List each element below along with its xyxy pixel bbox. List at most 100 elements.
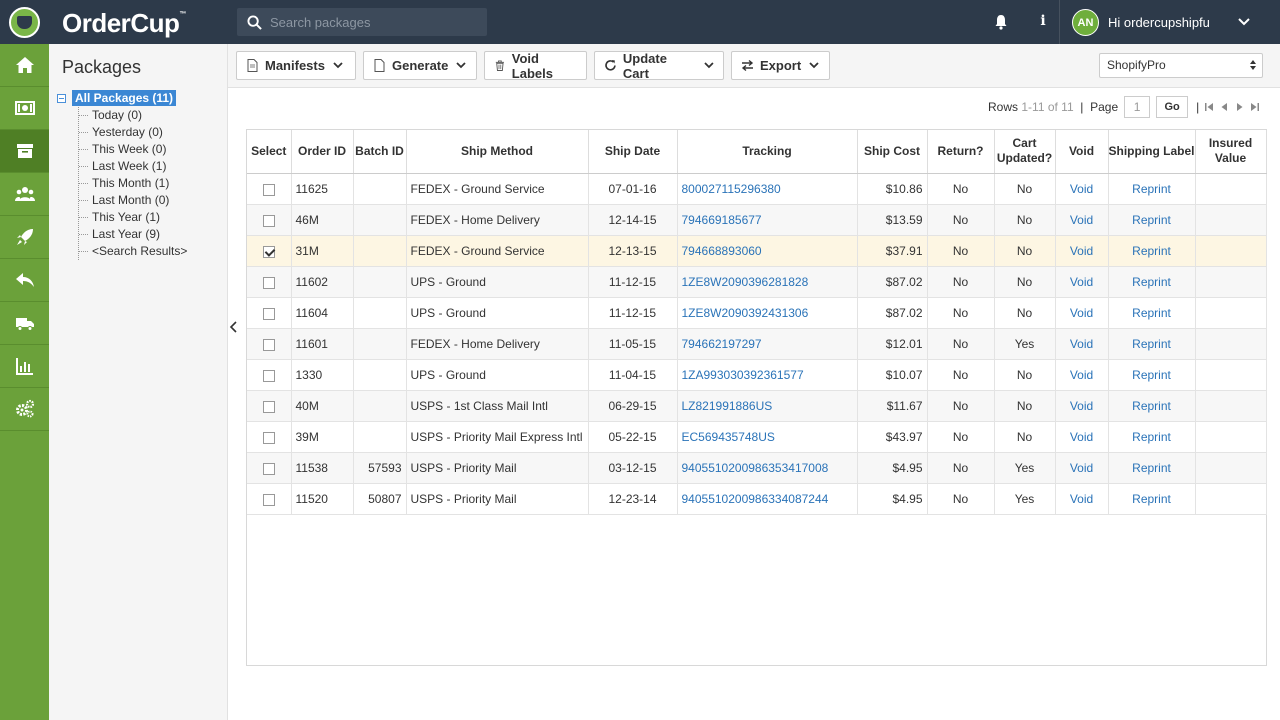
table-row[interactable]: 31M FEDEX - Ground Service 12-13-15 7946688…: [247, 235, 1267, 267]
tracking-link[interactable]: LZ821991886US: [677, 390, 858, 422]
row-checkbox[interactable]: [262, 184, 275, 197]
void-link[interactable]: Void: [1055, 452, 1109, 484]
table-row[interactable]: 46M FEDEX - Home Delivery 12-14-15 79466918…: [247, 204, 1267, 236]
column-header[interactable]: Return?: [927, 130, 995, 174]
nav-settings[interactable]: [0, 388, 49, 431]
row-checkbox[interactable]: [262, 401, 275, 414]
first-page-icon[interactable]: [1205, 102, 1214, 112]
tracking-link[interactable]: 800027115296380: [677, 173, 858, 205]
void-link[interactable]: Void: [1055, 297, 1109, 329]
reprint-link[interactable]: Reprint: [1108, 266, 1196, 298]
nav-customers[interactable]: [0, 173, 49, 216]
nav-returns[interactable]: [0, 259, 49, 302]
tree-item-yesterday[interactable]: Yesterday (0): [79, 124, 187, 141]
tracking-link[interactable]: 1ZE8W2090392431306: [677, 297, 858, 329]
tracking-link[interactable]: 9405510200986353417008: [677, 452, 858, 484]
column-header[interactable]: Tracking: [677, 130, 858, 174]
reprint-link[interactable]: Reprint: [1108, 390, 1196, 422]
last-page-icon[interactable]: [1250, 102, 1260, 112]
tracking-link[interactable]: 794669185677: [677, 204, 858, 236]
tree-item-last-week[interactable]: Last Week (1): [79, 158, 187, 175]
column-header[interactable]: Select: [247, 130, 292, 174]
reprint-link[interactable]: Reprint: [1108, 297, 1196, 329]
row-checkbox[interactable]: [262, 494, 275, 507]
table-row[interactable]: 11625 FEDEX - Ground Service 07-01-16 80002…: [247, 173, 1267, 205]
void-link[interactable]: Void: [1055, 266, 1109, 298]
collapse-icon[interactable]: [57, 93, 66, 103]
store-select[interactable]: ShopifyPro: [1099, 53, 1263, 78]
void-link[interactable]: Void: [1055, 235, 1109, 267]
table-row[interactable]: 11601 FEDEX - Home Delivery 11-05-15 794662…: [247, 328, 1267, 360]
void-link[interactable]: Void: [1055, 390, 1109, 422]
search-input[interactable]: [270, 14, 480, 30]
row-checkbox[interactable]: [262, 432, 275, 445]
prev-page-icon[interactable]: [1220, 102, 1229, 112]
bell-icon[interactable]: [994, 14, 1008, 30]
logo[interactable]: OrderCup™: [0, 0, 228, 44]
column-header[interactable]: Insured Value: [1195, 130, 1267, 174]
void-labels-button[interactable]: Void Labels: [484, 51, 587, 81]
export-button[interactable]: Export: [731, 51, 830, 80]
generate-button[interactable]: Generate: [363, 51, 477, 80]
reprint-link[interactable]: Reprint: [1108, 204, 1196, 236]
nav-billing[interactable]: [0, 87, 49, 130]
tracking-link[interactable]: 794662197297: [677, 328, 858, 360]
void-link[interactable]: Void: [1055, 204, 1109, 236]
column-header[interactable]: Order ID: [291, 130, 354, 174]
table-row[interactable]: 39M USPS - Priority Mail Express Intl 05-2…: [247, 421, 1267, 453]
table-row[interactable]: 11604 UPS - Ground 11-12-15 1ZE8W2090392431…: [247, 297, 1267, 329]
reprint-link[interactable]: Reprint: [1108, 421, 1196, 453]
row-checkbox[interactable]: [262, 215, 275, 228]
tree-root[interactable]: All Packages (11): [57, 90, 177, 106]
row-checkbox[interactable]: [262, 277, 275, 290]
table-row[interactable]: 11538 57593 USPS - Priority Mail 03-12-15 94…: [247, 452, 1267, 484]
nav-home[interactable]: [0, 44, 49, 87]
reprint-link[interactable]: Reprint: [1108, 235, 1196, 267]
tree-item-this-week[interactable]: This Week (0): [79, 141, 187, 158]
column-header[interactable]: Shipping Label: [1108, 130, 1196, 174]
row-checkbox[interactable]: [262, 463, 275, 476]
void-link[interactable]: Void: [1055, 483, 1109, 515]
avatar[interactable]: AN: [1072, 9, 1099, 36]
chevron-down-icon[interactable]: [1238, 18, 1250, 26]
update-cart-button[interactable]: Update Cart: [594, 51, 724, 81]
column-header[interactable]: Ship Method: [406, 130, 589, 174]
void-link[interactable]: Void: [1055, 328, 1109, 360]
tracking-link[interactable]: 1ZE8W2090396281828: [677, 266, 858, 298]
tree-item-last-year[interactable]: Last Year (9): [79, 226, 187, 243]
table-row[interactable]: 1330 UPS - Ground 11-04-15 1ZA9930303923615…: [247, 359, 1267, 391]
tree-item-this-year[interactable]: This Year (1): [79, 209, 187, 226]
tree-item-last-month[interactable]: Last Month (0): [79, 192, 187, 209]
chevron-left-icon[interactable]: [229, 320, 239, 334]
go-button[interactable]: Go: [1156, 96, 1189, 118]
table-row[interactable]: 40M USPS - 1st Class Mail Intl 06-29-15 LZ8…: [247, 390, 1267, 422]
reprint-link[interactable]: Reprint: [1108, 452, 1196, 484]
reprint-link[interactable]: Reprint: [1108, 483, 1196, 515]
column-header[interactable]: Cart Updated?: [994, 130, 1056, 174]
table-row[interactable]: 11520 50807 USPS - Priority Mail 12-23-14 94…: [247, 483, 1267, 515]
row-checkbox[interactable]: [262, 308, 275, 321]
column-header[interactable]: Ship Date: [588, 130, 678, 174]
column-header[interactable]: Batch ID: [353, 130, 407, 174]
tree-item-today[interactable]: Today (0): [79, 107, 187, 124]
manifests-button[interactable]: Manifests: [236, 51, 356, 80]
tree-item-this-month[interactable]: This Month (1): [79, 175, 187, 192]
tracking-link[interactable]: 9405510200986334087244: [677, 483, 858, 515]
nav-reports[interactable]: [0, 345, 49, 388]
row-checkbox[interactable]: [262, 370, 275, 383]
table-row[interactable]: 11602 UPS - Ground 11-12-15 1ZE8W2090396281…: [247, 266, 1267, 298]
page-number-input[interactable]: [1124, 96, 1151, 118]
column-header[interactable]: Void: [1055, 130, 1109, 174]
column-header[interactable]: Ship Cost: [857, 130, 928, 174]
tracking-link[interactable]: 794668893060: [677, 235, 858, 267]
reprint-link[interactable]: Reprint: [1108, 328, 1196, 360]
reprint-link[interactable]: Reprint: [1108, 173, 1196, 205]
tracking-link[interactable]: EC569435748US: [677, 421, 858, 453]
nav-packages[interactable]: [0, 130, 49, 173]
tree-item-all-packages[interactable]: All Packages (11): [72, 90, 177, 106]
tree-item-search-results[interactable]: <Search Results>: [79, 243, 187, 260]
row-checkbox[interactable]: [262, 246, 275, 259]
next-page-icon[interactable]: [1235, 102, 1244, 112]
row-checkbox[interactable]: [262, 339, 275, 352]
void-link[interactable]: Void: [1055, 173, 1109, 205]
